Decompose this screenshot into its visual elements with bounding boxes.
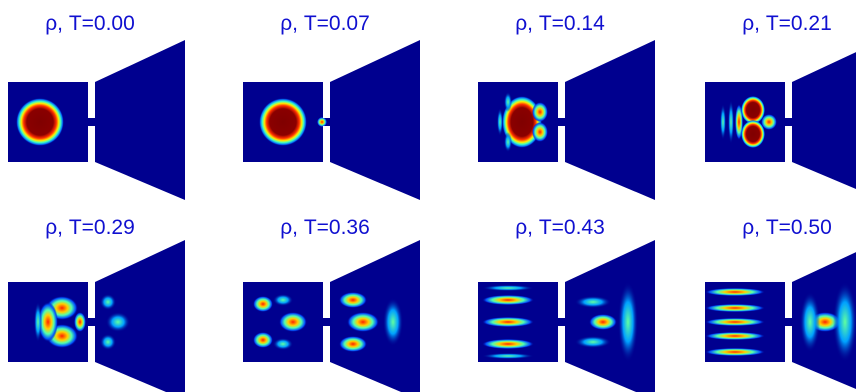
panel-title: ρ, T=0.36 [280,216,370,239]
density-blob [575,296,611,308]
hole [88,118,96,126]
density-blob [618,282,638,362]
panel-title: ρ, T=0.00 [45,12,135,35]
panel-title: ρ, T=0.43 [515,216,605,239]
density-blob [728,100,734,144]
density-blob [720,104,726,140]
hole [88,318,96,326]
panel-title: ρ, T=0.50 [742,216,832,239]
snapshot [243,40,420,200]
hole [558,318,566,326]
density-blob [74,312,86,332]
snapshot [705,40,856,200]
density-blob [705,348,765,356]
density-blob [705,288,765,296]
hole [558,118,566,126]
density-blob [279,312,307,332]
density-blob [833,282,856,362]
density-blob [253,296,273,312]
density-blob [347,312,379,332]
density-blob [259,98,307,146]
density-blob [705,332,765,340]
expansion [95,40,185,200]
hole [785,318,793,326]
snapshot [478,40,655,200]
density-blob [761,114,777,130]
density-blob [532,102,548,122]
density-blob [34,302,42,342]
expansion [565,40,655,200]
snapshot [243,240,420,392]
snapshot [478,240,655,392]
hole [785,118,793,126]
panel-title: ρ, T=0.14 [515,12,605,35]
density-blob [339,336,367,352]
density-blob [504,92,512,112]
density-blob [705,318,765,326]
density [16,98,64,146]
panel-title: ρ, T=0.29 [45,216,135,239]
density-blob [100,334,116,350]
density-blob [273,294,293,306]
expansion [792,40,856,200]
snapshot [8,240,185,392]
density-blob [253,332,273,348]
page: ρ, T=0.00 ρ, T=0.07 ρ, T=0.14 ρ, T=0.21 ρ, T… [0,0,856,392]
density-blob [735,104,743,140]
density-blob [575,336,611,348]
density-blob [504,132,512,152]
panel-title: ρ, T=0.21 [742,12,832,35]
density-blob [16,98,64,146]
snapshot [8,40,185,200]
density-blob [317,117,327,127]
density-blob [497,108,503,136]
panel-title: ρ, T=0.07 [280,12,370,35]
expansion [330,40,420,200]
density-blob [532,122,548,142]
figure: ρ, T=0.00 ρ, T=0.07 ρ, T=0.14 ρ, T=0.21 ρ, T… [0,0,856,392]
density-blob [589,314,617,330]
snapshot [705,240,856,392]
density-blob [339,292,367,308]
density-blob [482,317,534,327]
density-blob [106,312,130,332]
density-blob [482,339,534,349]
density-blob [100,294,116,310]
density-blob [273,338,293,350]
density-blob [482,295,534,305]
density-blob [800,292,820,352]
density-blob [383,298,403,346]
density-blob [705,304,765,312]
hole [323,318,331,326]
density-blob [482,285,534,291]
density-blob [482,353,534,359]
